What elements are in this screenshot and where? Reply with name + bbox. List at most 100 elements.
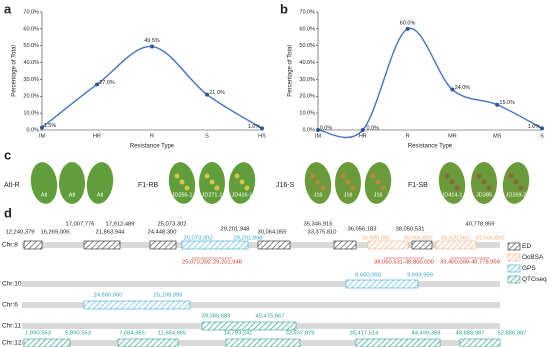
leaf-label: Atl [97, 192, 103, 198]
lesion [486, 185, 492, 191]
lesion [214, 185, 220, 191]
group-label: F1-RB [138, 182, 159, 189]
position-label: 17,912,489 [105, 222, 134, 228]
lesion [476, 173, 482, 179]
region [23, 240, 43, 250]
position-label: 52,886,987 [497, 331, 526, 337]
panel-label: d [4, 205, 12, 220]
legend-label: OcBSA [522, 254, 544, 261]
point [260, 126, 264, 131]
region [435, 240, 477, 250]
leaf [59, 162, 85, 204]
lesion [320, 185, 326, 191]
x-tick-label: HR [93, 133, 101, 139]
y-tick-label: 30.0% [23, 77, 39, 83]
position-label: 7,684,965 [119, 331, 145, 337]
group-label: F1-SB [408, 182, 428, 189]
position-label: 39,385,689 [201, 314, 230, 320]
x-tick-label: HR [359, 133, 367, 139]
lesion [370, 173, 376, 179]
lesion [449, 179, 455, 185]
y-tick-label: 50.0% [23, 43, 39, 49]
x-tick-label: S [540, 133, 544, 139]
position-label: 25,199,999 [153, 293, 182, 299]
y-axis-label: Percentage of Total [288, 45, 294, 97]
region [345, 279, 419, 289]
line-series [41, 45, 263, 129]
region [23, 338, 71, 347]
region [333, 240, 357, 250]
region [117, 338, 179, 347]
point [450, 87, 455, 92]
leaf-label: JD271-1 [202, 192, 223, 198]
point [316, 128, 320, 132]
leaf-label: J16 [374, 192, 383, 198]
position-label: 29,201,948 [233, 236, 262, 242]
position-label: 39,400,000-40,778,959 [440, 260, 500, 266]
leaf-label: Atl [69, 192, 75, 198]
lesion [380, 185, 386, 191]
leaf [30, 162, 58, 204]
legend-swatch [507, 242, 521, 251]
position-label: 21,863,944 [95, 230, 125, 236]
chromosome-name: Chr:6 [2, 302, 18, 309]
y-tick-label: 10.0% [23, 111, 39, 117]
lesion [204, 173, 210, 179]
position-label: 32,937,879 [285, 331, 314, 337]
chromosome-bar [22, 281, 500, 287]
point [495, 102, 500, 107]
lesion [350, 185, 356, 191]
region [411, 240, 433, 250]
leaf-label: JD269-2 [506, 192, 527, 198]
y-tick-label: 40.0% [23, 60, 39, 66]
region [83, 240, 121, 250]
lesion [234, 173, 240, 179]
position-label: 30,064,055 [257, 230, 286, 236]
y-tick-label: 70.0% [23, 9, 39, 15]
lesion [375, 179, 381, 185]
value-label: 49.5% [144, 38, 160, 44]
position-label: 35,417,514 [349, 331, 379, 337]
region [355, 338, 441, 347]
lesion [174, 173, 180, 179]
x-tick-label: IM [315, 133, 322, 139]
legend-label: QTGseq [522, 276, 547, 283]
leaf-label: J16 [344, 192, 353, 198]
y-tick-label: 40.0% [299, 60, 315, 66]
position-label: 1,890,553 [25, 331, 51, 337]
position-label: 14,793,241 [223, 331, 252, 337]
position-label: 17,007,776 [65, 222, 94, 228]
point [540, 126, 544, 131]
position-label: 48,886,987 [455, 331, 484, 337]
x-axis-label: Resistance Type [130, 144, 175, 150]
position-label: 9,999,999 [407, 273, 433, 279]
x-tick-label: MR [448, 133, 457, 139]
legend-label: ED [522, 243, 531, 250]
region [459, 338, 501, 347]
region [83, 300, 191, 310]
point [150, 44, 154, 49]
lesion [239, 179, 245, 185]
position-label: 9,600,000 [355, 273, 381, 279]
y-tick-label: 0.0% [302, 127, 315, 133]
value-label: 1.0% [528, 124, 541, 130]
x-tick-label: R [150, 133, 154, 139]
x-tick-label: HS [258, 133, 266, 139]
lesion [315, 179, 321, 185]
region [257, 240, 291, 250]
position-label: 29,201,948 [220, 227, 249, 233]
position-label: 38,050,531 [395, 227, 424, 233]
position-label: 38,050,531-38,800,000 [374, 260, 434, 266]
lesion [481, 179, 487, 185]
lesion [179, 179, 185, 185]
position-label: 41,500,000 [475, 236, 504, 242]
x-tick-label: S [205, 133, 209, 139]
line-series [317, 27, 543, 139]
value-label: 0.0% [367, 125, 380, 131]
leaf-label: JD416-1 [232, 192, 253, 198]
point [205, 92, 209, 97]
region [181, 240, 249, 250]
lesion [184, 185, 190, 191]
position-label: 35,346,915 [303, 222, 332, 228]
panel-label: a [4, 1, 12, 16]
